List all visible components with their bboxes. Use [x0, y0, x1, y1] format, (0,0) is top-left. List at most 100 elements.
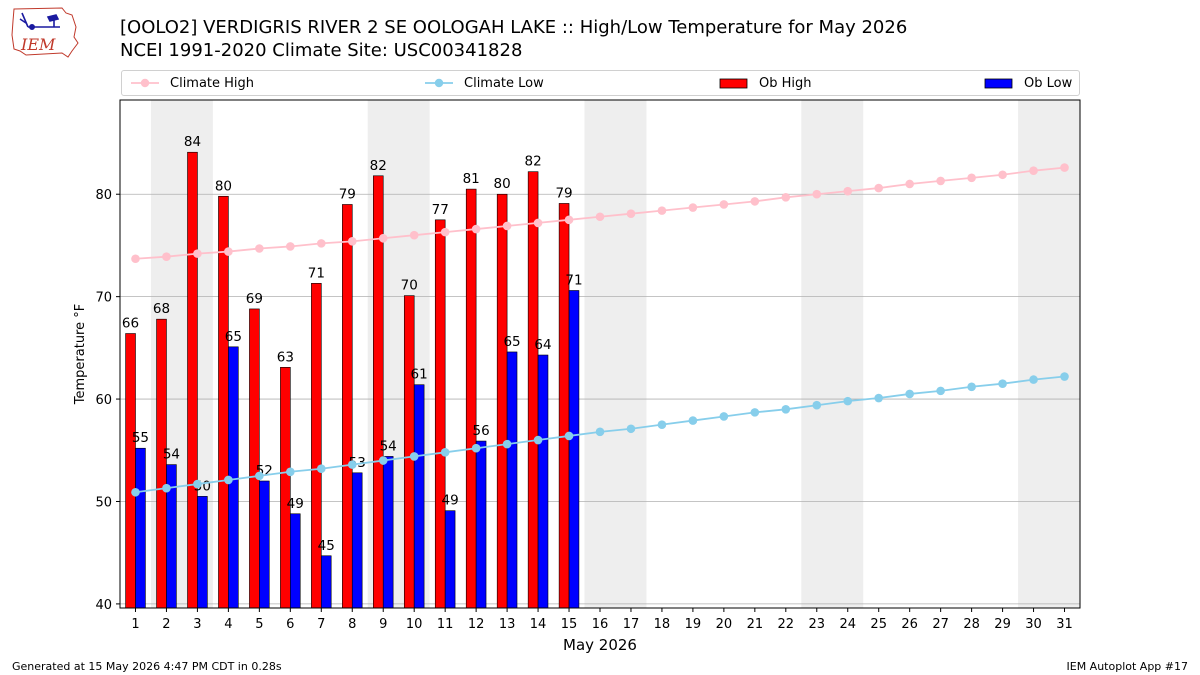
ob-high-label: 77 — [432, 202, 449, 218]
climate-high-point — [1060, 163, 1069, 172]
x-tick-label: 22 — [778, 617, 795, 632]
chart-legend: Climate High Climate Low Ob High Ob Low — [121, 70, 1080, 96]
climate-high-point — [936, 176, 945, 186]
ob-high-bar — [311, 283, 322, 609]
ob-high-bar — [342, 204, 353, 609]
ob-high-label: 80 — [494, 176, 511, 192]
x-tick-label: 11 — [437, 617, 454, 632]
ob-high-bar — [280, 367, 291, 609]
ob-high-label: 70 — [401, 278, 418, 294]
climate-low-point — [193, 479, 202, 489]
x-tick-label: 1 — [131, 617, 139, 632]
climate-low-point — [657, 420, 667, 429]
legend-item-ob-high: Ob High — [719, 71, 812, 95]
ob-high-label: 79 — [555, 185, 572, 201]
ob-low-label: 54 — [163, 447, 180, 463]
ob-low-bar — [506, 351, 518, 609]
legend-label-climate-low: Climate Low — [464, 75, 544, 91]
ob-high-bar — [527, 171, 539, 609]
ob-high-label: 80 — [215, 178, 232, 194]
climate-high-point — [193, 249, 202, 258]
ob-low-label: 71 — [565, 273, 582, 289]
weekend-shading — [584, 100, 647, 608]
climate-low-point — [347, 460, 357, 469]
climate-high-point — [998, 170, 1007, 180]
climate-low-point — [688, 416, 698, 425]
ob-high-label: 79 — [339, 186, 356, 202]
ob-high-label: 82 — [370, 158, 387, 174]
x-tick-label: 21 — [747, 617, 764, 632]
climate-low-point — [1060, 372, 1069, 381]
iowa-outline-icon — [11, 7, 79, 58]
climate-low-point — [131, 487, 140, 497]
climate-high-point — [967, 173, 976, 183]
ob-low-bar — [444, 510, 456, 609]
ob-low-bar — [382, 456, 394, 609]
x-tick-label: 24 — [839, 617, 856, 632]
logo-text: IEM — [20, 35, 56, 54]
climate-low-point — [781, 405, 791, 414]
climate-low-point — [471, 443, 481, 453]
weather-station-icon — [19, 12, 60, 30]
y-tick-label: 70 — [95, 291, 112, 306]
climate-low-point — [967, 382, 976, 392]
ob-high-label: 82 — [525, 154, 542, 170]
ob-low-label: 56 — [472, 423, 489, 439]
climate-high-point — [812, 189, 822, 199]
x-tick-label: 13 — [499, 617, 516, 632]
ob-high-label: 81 — [463, 171, 480, 187]
y-tick-label: 50 — [95, 495, 112, 510]
y-tick-label: 60 — [95, 393, 112, 408]
x-tick-label: 4 — [224, 617, 232, 632]
climate-high-point — [224, 247, 233, 256]
ob-high-bar — [434, 219, 446, 609]
x-tick-label: 16 — [592, 617, 609, 632]
climate-high-point — [719, 200, 729, 209]
x-tick-label: 6 — [286, 617, 294, 632]
ob-high-bar — [249, 308, 260, 609]
x-tick-label: 2 — [162, 617, 170, 632]
climate-low-point — [595, 427, 605, 437]
ob-high-bar — [496, 193, 508, 609]
climate-high-point — [564, 215, 574, 225]
ob-high-bar — [218, 195, 229, 609]
weekend-shading — [1018, 100, 1080, 608]
climate-low-point — [812, 400, 822, 410]
x-tick-label: 14 — [530, 617, 547, 632]
climate-low-point — [224, 475, 233, 485]
climate-low-point — [316, 464, 326, 474]
ob-high-bar — [156, 318, 167, 609]
ob-high-bar — [465, 188, 477, 609]
climate-high-point — [378, 233, 388, 243]
legend-label-climate-high: Climate High — [170, 75, 255, 91]
legend-swatch-ob-high — [719, 78, 748, 89]
ob-low-bar — [568, 290, 580, 609]
x-tick-label: 26 — [901, 617, 918, 632]
chart-title: [OOLO2] VERDIGRIS RIVER 2 SE OOLOGAH LAK… — [120, 17, 908, 38]
legend-item-climate-high: Climate High — [130, 71, 254, 95]
legend-swatch-climate-low — [425, 78, 453, 88]
x-tick-label: 20 — [716, 617, 733, 632]
ob-high-label: 66 — [122, 316, 139, 332]
climate-low-point — [409, 452, 419, 461]
ob-low-label: 55 — [132, 430, 149, 446]
legend-item-ob-low: Ob Low — [984, 71, 1072, 95]
ob-high-label: 68 — [153, 301, 170, 317]
x-tick-label: 30 — [1025, 617, 1042, 632]
ob-low-bar — [475, 440, 487, 609]
climate-high-point — [316, 239, 326, 248]
ob-low-label: 45 — [318, 538, 335, 554]
ob-low-label: 65 — [225, 329, 242, 345]
ob-low-bar — [197, 496, 208, 609]
climate-high-point — [626, 209, 636, 218]
ob-low-bar — [413, 384, 425, 609]
ob-low-bar — [290, 513, 301, 609]
legend-swatch-ob-low — [984, 78, 1013, 89]
ob-low-bar — [320, 555, 332, 609]
climate-low-point — [626, 424, 636, 434]
ob-high-bar — [125, 333, 136, 609]
x-tick-label: 27 — [932, 617, 949, 632]
climate-low-point — [750, 408, 760, 417]
chart-subtitle: NCEI 1991-2020 Climate Site: USC00341828 — [120, 40, 523, 61]
